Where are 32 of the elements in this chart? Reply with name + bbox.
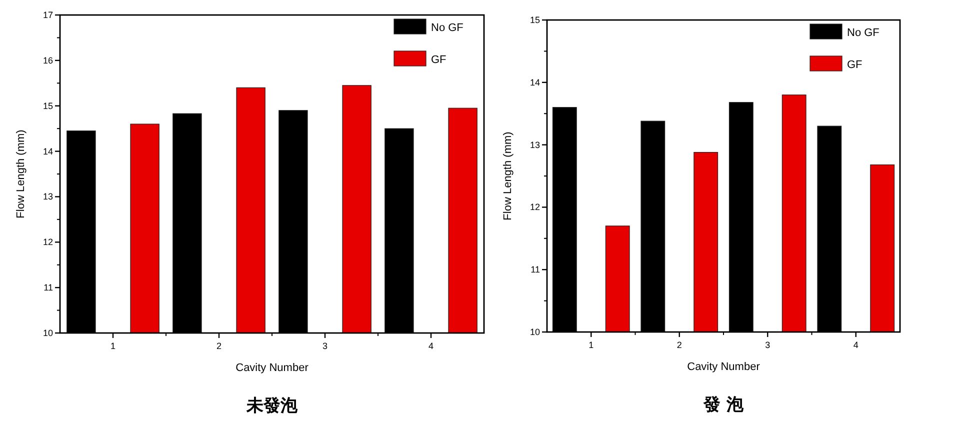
x-tick-label: 2: [216, 341, 222, 351]
x-tick-label: 4: [428, 341, 434, 351]
legend-label: GF: [431, 54, 447, 66]
y-tick-label: 15: [42, 100, 53, 111]
legend-label: No GF: [431, 22, 464, 34]
y-tick-label: 12: [42, 237, 53, 248]
x-tick-label: 1: [588, 340, 594, 350]
y-axis-title: Flow Length (mm): [502, 132, 514, 220]
y-tick-label: 10: [42, 328, 53, 338]
text: 未發泡: [246, 396, 298, 416]
y-tick-label: 13: [42, 192, 53, 202]
x-tick-label: 3: [322, 341, 328, 351]
legend-label: GF: [847, 59, 863, 71]
x-axis-title: Cavity Number: [687, 361, 760, 373]
x-tick-label: 2: [676, 340, 682, 350]
text: 發 泡: [702, 395, 744, 415]
legend-label: No GF: [847, 27, 880, 39]
y-tick-label: 11: [530, 264, 540, 275]
y-tick-label: 14: [530, 77, 540, 88]
x-tick-label: 3: [765, 340, 770, 350]
y-tick-label: 13: [530, 140, 540, 150]
y-tick-label: 14: [42, 146, 53, 156]
x-axis-title: Cavity Number: [236, 362, 309, 374]
y-tick-label: 10: [530, 327, 540, 337]
y-tick-label: 16: [42, 55, 53, 66]
y-tick-label: 15: [530, 15, 540, 25]
y-tick-label: 12: [530, 202, 540, 212]
y-tick-label: 17: [42, 10, 53, 20]
x-tick-label: 4: [853, 340, 858, 350]
x-tick-label: 1: [110, 341, 116, 351]
y-tick-label: 11: [44, 282, 53, 293]
y-axis-title: Flow Length (mm): [15, 130, 27, 218]
